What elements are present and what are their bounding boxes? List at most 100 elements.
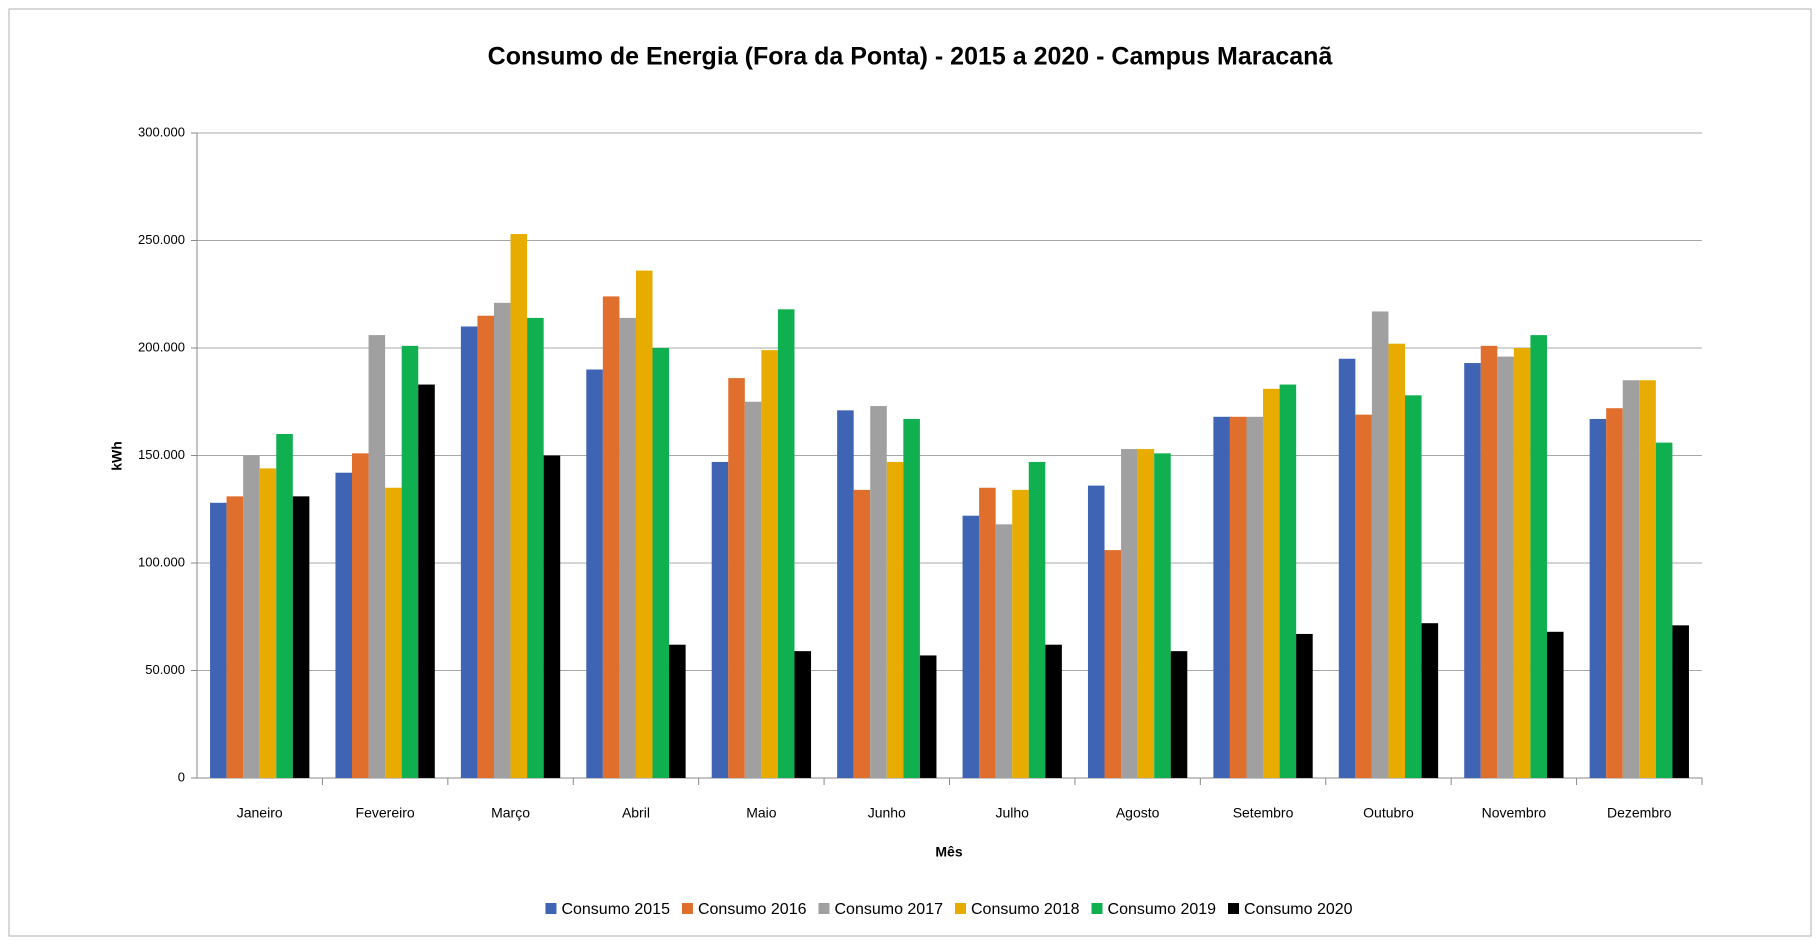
bar — [1137, 449, 1155, 778]
bar — [1012, 489, 1029, 778]
x-tick-label: Março — [491, 805, 530, 821]
bar — [1279, 384, 1297, 778]
bar — [1480, 345, 1498, 778]
bar — [962, 515, 980, 778]
legend-label: Consumo 2018 — [971, 901, 1080, 918]
bar — [886, 461, 904, 778]
x-tick-label: Agosto — [1116, 805, 1160, 821]
y-axis-label: kWh — [109, 441, 125, 471]
y-tick-label: 0 — [178, 769, 185, 784]
bar — [1213, 416, 1230, 778]
bar — [1045, 644, 1062, 778]
bar — [1296, 633, 1313, 778]
bar — [460, 326, 478, 778]
bar — [210, 502, 227, 778]
bar — [777, 309, 795, 778]
x-tick-label: Julho — [995, 805, 1029, 821]
bar — [619, 317, 636, 778]
x-tick-label: Outubro — [1363, 805, 1414, 821]
bar — [1388, 343, 1406, 778]
bar — [903, 418, 920, 778]
legend-swatch — [681, 903, 693, 914]
bar — [477, 315, 494, 778]
bar — [919, 655, 937, 778]
bar — [418, 384, 435, 778]
x-tick-label: Junho — [868, 805, 906, 821]
bar — [853, 489, 871, 778]
legend-swatch — [1091, 903, 1103, 914]
x-tick-label: Novembro — [1482, 805, 1547, 821]
y-tick-label: 250.000 — [138, 232, 185, 247]
bar — [1355, 414, 1372, 778]
legend-label: Consumo 2019 — [1108, 901, 1217, 918]
bar — [1622, 380, 1640, 778]
y-tick-label: 200.000 — [138, 339, 185, 354]
bar — [1589, 418, 1607, 778]
bar — [870, 406, 887, 778]
bar — [1087, 485, 1105, 778]
x-axis-label: Mês — [935, 844, 962, 860]
bar — [292, 496, 310, 778]
x-tick-label: Maio — [746, 805, 777, 821]
bar — [1530, 335, 1547, 778]
x-tick-label: Setembro — [1233, 805, 1294, 821]
bar — [385, 487, 402, 778]
bar — [243, 455, 260, 778]
bar — [586, 369, 603, 778]
bar — [1028, 461, 1046, 778]
bar — [744, 401, 762, 778]
bar — [652, 348, 670, 778]
bar — [995, 524, 1013, 778]
bar — [1497, 356, 1514, 778]
bar — [1639, 380, 1656, 778]
bar — [1513, 348, 1531, 778]
bar — [276, 434, 293, 778]
bar — [1246, 416, 1264, 778]
bar — [1121, 449, 1138, 778]
y-tick-label: 100.000 — [138, 554, 185, 569]
x-tick-label: Janeiro — [237, 805, 283, 821]
bar — [401, 345, 419, 778]
bar — [1154, 453, 1171, 778]
bar — [1655, 442, 1673, 778]
bar — [335, 472, 353, 778]
bar — [1338, 358, 1356, 778]
bar — [794, 651, 812, 778]
bar — [1371, 311, 1389, 778]
chart-title: Consumo de Energia (Fora da Ponta) - 201… — [488, 43, 1333, 71]
legend-label: Consumo 2015 — [561, 901, 670, 918]
legend-swatch — [955, 903, 966, 914]
bar — [1464, 363, 1481, 778]
y-tick-label: 150.000 — [138, 447, 185, 462]
bar — [602, 296, 620, 778]
x-tick-label: Fevereiro — [356, 805, 415, 821]
legend-label: Consumo 2017 — [834, 901, 943, 918]
bar — [979, 487, 996, 778]
x-tick-label: Abril — [622, 805, 650, 821]
bar — [493, 302, 511, 778]
bar — [368, 335, 386, 778]
legend-swatch — [818, 903, 830, 914]
bar — [728, 378, 745, 778]
bar — [669, 644, 686, 778]
bar — [1170, 651, 1188, 778]
bar — [527, 317, 544, 778]
bar — [1606, 408, 1623, 778]
y-tick-label: 300.000 — [138, 124, 185, 139]
bar — [1421, 623, 1439, 778]
x-tick-label: Dezembro — [1607, 805, 1672, 821]
bar — [837, 410, 854, 778]
legend-label: Consumo 2020 — [1244, 901, 1353, 918]
bar — [1229, 416, 1247, 778]
bar — [1546, 631, 1564, 778]
bar — [1672, 625, 1689, 778]
bar — [761, 350, 778, 778]
legend-swatch — [545, 903, 557, 914]
bar — [635, 270, 653, 778]
legend-label: Consumo 2016 — [698, 901, 807, 918]
bar — [226, 496, 244, 778]
bar — [1104, 550, 1122, 778]
bar — [1405, 395, 1422, 778]
bar — [259, 468, 277, 778]
